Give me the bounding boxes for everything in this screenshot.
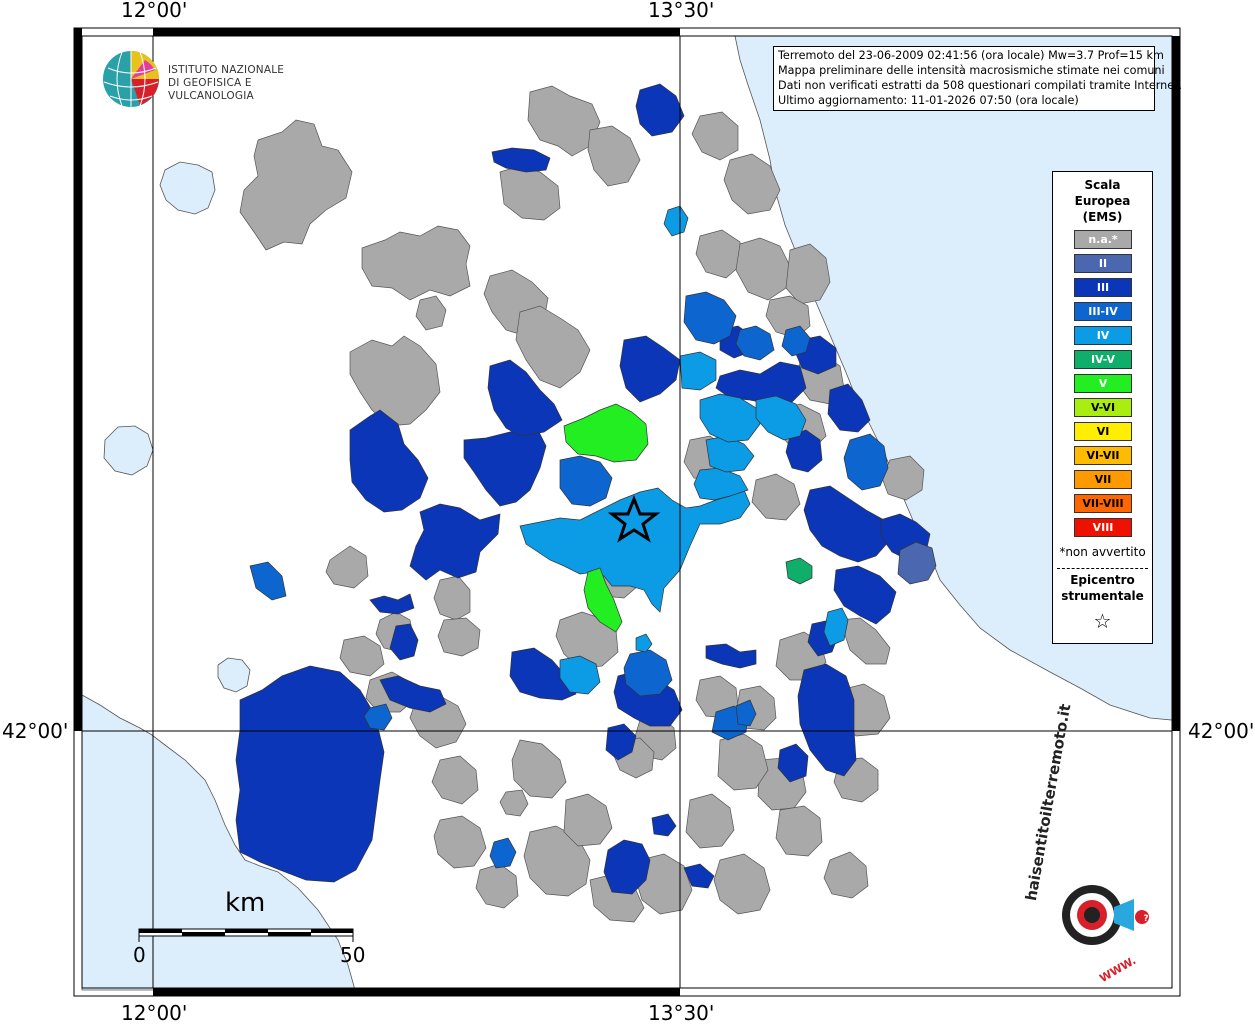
hsit-emblem-icon: ? [1062, 885, 1149, 945]
hsit-logo: ? haisentitoilterremoto.it WWW. [1022, 703, 1165, 990]
legend-title-2: Europea [1074, 194, 1131, 208]
municipalities-iv-v [785, 557, 813, 585]
svg-text:?: ? [1143, 914, 1148, 924]
ems-legend: Scala Europea (EMS) n.a.* II III III-IV IV IV… [1052, 171, 1153, 644]
epicenter-star [607, 494, 661, 543]
ingv-logo: ISTITUTO NAZIONALE DI GEOFISICA E VULCAN… [100, 48, 340, 110]
municipalities-v [563, 403, 649, 633]
scale-unit: km [225, 888, 266, 918]
graticule [82, 36, 1172, 988]
legend-note: *non avvertito [1059, 545, 1146, 559]
event-info-box: Terremoto del 23-06-2009 02:41:56 (ora l… [773, 46, 1183, 111]
info-line-3: Dati non verificati estratti da 508 ques… [778, 79, 1183, 92]
legend-item: n.a.* [1074, 230, 1132, 249]
legend-epicenter-1: Epicentro [1070, 573, 1135, 587]
info-line-2: Mappa preliminare delle intensità macros… [778, 64, 1165, 77]
legend-item: IV-V [1074, 350, 1132, 369]
logo-line-2: DI GEOFISICA E VULCANOLOGIA [168, 77, 254, 102]
legend-item: VI-VII [1074, 446, 1132, 465]
legend-item: VI [1074, 422, 1132, 441]
coord-lat-right: 42°00' [1188, 719, 1255, 743]
legend-title-1: Scala [1084, 178, 1121, 192]
coord-bottom-right: 13°30' [648, 1001, 715, 1025]
coord-bottom-left: 12°00' [121, 1001, 188, 1025]
municipalities-iv [519, 205, 849, 695]
municipalities-iii [235, 83, 931, 895]
legend-divider [1057, 568, 1148, 569]
legend-item: III-IV [1074, 302, 1132, 321]
legend-item: V-VI [1074, 398, 1132, 417]
scale-start: 0 [133, 943, 146, 967]
legend-item: III [1074, 278, 1132, 297]
scale-bar [138, 928, 354, 942]
legend-epicenter-2: strumentale [1061, 589, 1144, 603]
legend-title-3: (EMS) [1082, 210, 1123, 224]
legend-item: VII-VIII [1074, 494, 1132, 513]
globe-icon [103, 51, 159, 107]
coord-lat-left: 42°00' [2, 719, 69, 743]
coord-top-right: 13°30' [648, 0, 715, 22]
legend-item: II [1074, 254, 1132, 273]
legend-item: V [1074, 374, 1132, 393]
logo-line-1: ISTITUTO NAZIONALE [168, 64, 285, 76]
info-line-4: Ultimo aggiornamento: 11-01-2026 07:50 (… [778, 94, 1079, 107]
legend-item: VIII [1074, 518, 1132, 537]
legend-star-icon: ☆ [1093, 609, 1112, 633]
municipalities-ii [897, 541, 937, 585]
legend-item: IV [1074, 326, 1132, 345]
municipalities-na [239, 85, 925, 923]
map-frame [73, 27, 1181, 997]
legend-item: VII [1074, 470, 1132, 489]
municipalities-iii-iv [249, 291, 889, 869]
info-line-1: Terremoto del 23-06-2009 02:41:56 (ora l… [778, 49, 1164, 62]
scale-end: 50 [340, 943, 366, 967]
coord-top-left: 12°00' [121, 0, 188, 22]
